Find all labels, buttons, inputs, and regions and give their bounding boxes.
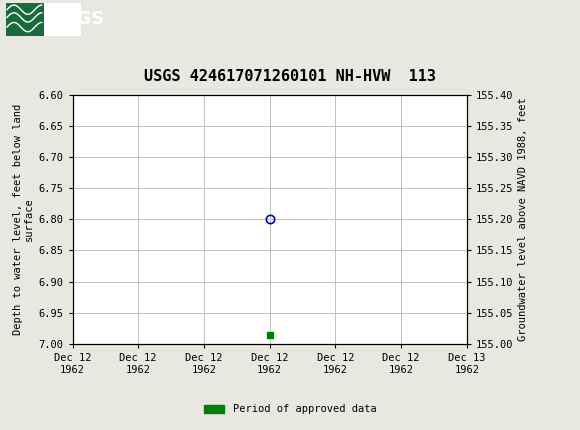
Text: USGS 424617071260101 NH-HVW  113: USGS 424617071260101 NH-HVW 113 — [144, 69, 436, 84]
Bar — [6, 3, 44, 36]
Y-axis label: Groundwater level above NAVD 1988, feet: Groundwater level above NAVD 1988, feet — [517, 98, 528, 341]
Text: USGS: USGS — [49, 10, 104, 28]
Y-axis label: Depth to water level, feet below land
surface: Depth to water level, feet below land su… — [13, 104, 34, 335]
Bar — [6, 3, 81, 36]
Legend: Period of approved data: Period of approved data — [200, 400, 380, 418]
